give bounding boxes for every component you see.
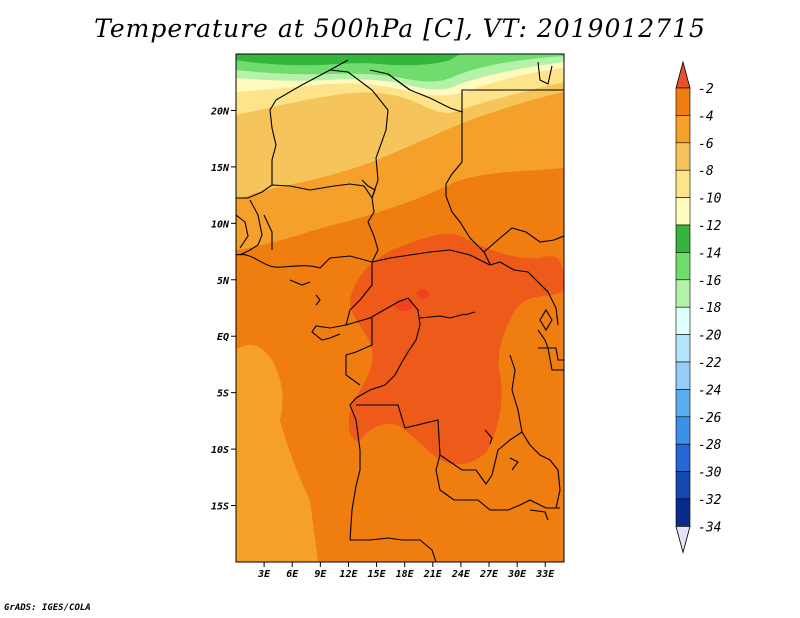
lat-tick-label: 10S xyxy=(211,445,229,456)
colorbar-swatch xyxy=(675,361,691,390)
colorbar-swatch xyxy=(675,142,691,171)
colorbar-label: -20 xyxy=(698,329,722,344)
lon-tick-label: 21E xyxy=(423,569,443,580)
lat-tick-label: 15S xyxy=(211,502,229,513)
colorbar-swatch xyxy=(675,197,691,226)
colorbar-label: -28 xyxy=(698,438,722,453)
colorbar-swatch xyxy=(675,416,691,445)
colorbar-label: -6 xyxy=(698,137,714,152)
field-c1-spot xyxy=(395,299,413,311)
latitude-axis: 20N 15N 10N 5N EQ 5S 10S 15S xyxy=(210,106,236,513)
colorbar-swatch xyxy=(675,279,691,308)
lon-tick-label: 27E xyxy=(479,569,499,580)
field-c2-core xyxy=(348,233,564,465)
lat-tick-label: EQ xyxy=(217,332,229,343)
country-borders xyxy=(236,59,564,562)
lat-tick-label: 5N xyxy=(217,276,230,287)
colorbar-label: -18 xyxy=(698,301,722,316)
lat-tick-label: 20N xyxy=(210,106,230,117)
lon-tick-label: 18E xyxy=(396,569,415,580)
colorbar: -2 -4 -6 -8 -10 -12 -14 -16 -18 -20 -22 -24 -26 -28 -3… xyxy=(675,60,722,554)
colorbar-label: -22 xyxy=(698,356,722,371)
colorbar-label: -26 xyxy=(698,411,722,426)
colorbar-label: -16 xyxy=(698,274,722,289)
lon-tick-label: 24E xyxy=(451,569,471,580)
colorbar-swatch xyxy=(675,389,691,418)
colorbar-swatch xyxy=(675,471,691,500)
colorbar-swatch xyxy=(675,306,691,335)
lon-tick-label: 33E xyxy=(535,569,555,580)
colorbar-swatch xyxy=(675,115,691,144)
lat-tick-label: 15N xyxy=(211,163,230,174)
colorbar-label: -30 xyxy=(698,466,722,481)
map-title: Temperature at 500hPa [C], VT: 201901271… xyxy=(94,14,706,43)
colorbar-swatch xyxy=(675,252,691,281)
temperature-field xyxy=(236,54,564,562)
colorbar-swatch xyxy=(675,334,691,363)
field-c6-ocean xyxy=(236,344,318,562)
map-frame xyxy=(235,53,565,563)
lon-tick-label: 6E xyxy=(286,569,299,580)
lat-tick-label: 5S xyxy=(217,389,229,400)
field-c14-band xyxy=(236,54,460,66)
colorbar-top-arrow xyxy=(675,60,691,89)
lat-tick-label: 10N xyxy=(211,219,230,230)
colorbar-label: -34 xyxy=(698,520,721,535)
colorbar-label: -2 xyxy=(698,82,714,97)
colorbar-label: -12 xyxy=(698,219,722,234)
colorbar-label: -32 xyxy=(698,493,722,508)
colorbar-swatch xyxy=(675,224,691,253)
colorbar-label: -10 xyxy=(698,192,722,207)
colorbar-swatch xyxy=(675,443,691,472)
colorbar-label: -24 xyxy=(698,383,721,398)
colorbar-swatch xyxy=(675,169,691,198)
lon-tick-label: 30E xyxy=(507,569,527,580)
colorbar-label: -8 xyxy=(698,164,714,179)
lon-tick-label: 9E xyxy=(314,569,327,580)
lon-tick-label: 15E xyxy=(368,569,387,580)
colorbar-swatch xyxy=(675,498,691,527)
colorbar-bottom-arrow xyxy=(675,526,691,554)
colorbar-label: -14 xyxy=(698,246,721,261)
field-c1-spot xyxy=(417,289,429,299)
longitude-axis: 3E 6E 9E 12E 15E 18E 21E 24E 27E 30E 33E xyxy=(257,562,555,580)
grads-credit: GrADS: IGES/COLA xyxy=(4,603,91,613)
lon-tick-label: 3E xyxy=(257,569,271,580)
colorbar-swatch xyxy=(675,87,691,116)
lon-tick-label: 12E xyxy=(339,569,358,580)
colorbar-label: -4 xyxy=(698,109,714,124)
